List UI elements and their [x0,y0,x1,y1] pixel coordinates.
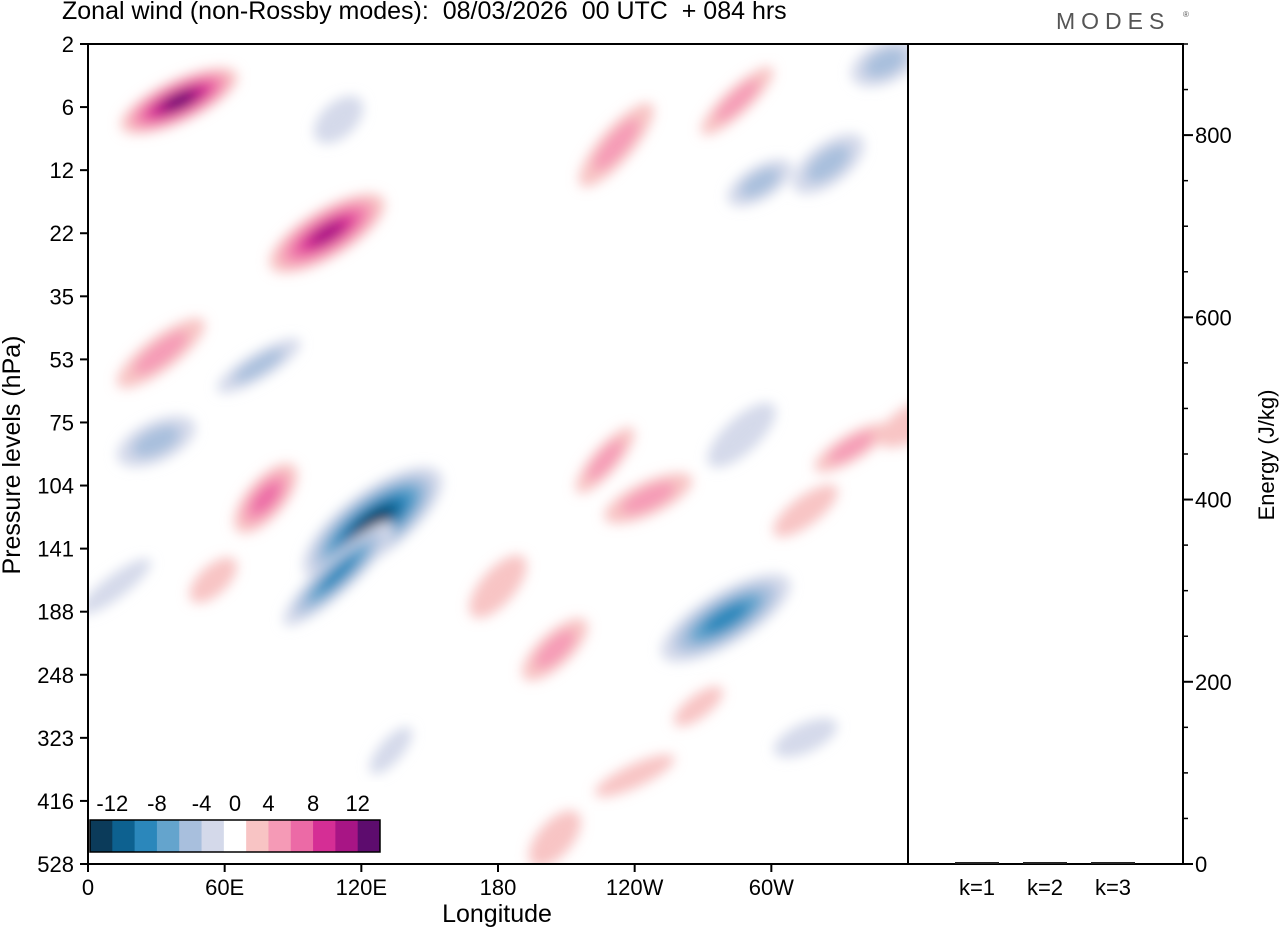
heatmap-feature [117,415,196,467]
colorbar-swatch [134,820,158,852]
y-tick-label: 22 [50,221,74,246]
energy-category-label: k=2 [1027,875,1063,900]
colorbar-label: -4 [192,791,212,816]
y-tick-label: 53 [50,347,74,372]
heatmap-feature [88,558,151,615]
y-tick-label: 188 [37,600,74,625]
heatmap-feature [707,402,776,468]
y-tick-label: 141 [37,537,74,562]
colorbar-label: 8 [307,791,319,816]
x-tick-label: 120W [606,875,664,900]
heatmap-feature [661,573,791,663]
colorbar-swatch [246,820,269,852]
energy-category-label: k=3 [1095,875,1131,900]
colorbar-swatch [313,820,336,852]
heatmap-feature [594,754,675,797]
energy-tick-label: 200 [1195,670,1232,695]
heatmap-feature [814,423,888,473]
heatmap-feature [773,718,838,758]
colorbar-swatch [112,820,136,852]
heatmap-feature [604,472,693,524]
colorbar-frame [89,819,381,853]
heatmap-feature [528,810,581,864]
chart-title: Zonal wind (non-Rossby modes): 08/03/202… [62,0,787,25]
y-tick-label: 528 [37,852,74,877]
heatmap-feature [233,463,298,534]
y-tick-label: 75 [50,410,74,435]
colorbar-swatch [357,820,381,852]
heatmap-feature [700,66,774,135]
energy-tick-label: 0 [1195,852,1207,877]
y-tick-label: 248 [37,663,74,688]
energy-bar [1091,862,1135,864]
heatmap-feature [120,67,238,134]
y-axis-label: Pressure levels (hPa) [0,336,26,575]
colorbar-swatch [268,820,292,852]
y-tick-label: 104 [37,474,74,499]
energy-axis-label: Energy (J/kg) [1254,390,1279,521]
y-tick-label: 12 [50,158,74,183]
colorbar-label: 12 [345,791,369,816]
energy-bar [1023,862,1067,864]
colorbar-swatch [179,820,203,852]
brand-logo: MODES [1056,8,1171,34]
heatmap-feature [575,427,635,494]
x-tick-label: 120E [336,875,387,900]
x-tick-label: 60W [749,875,794,900]
colorbar-swatch [90,820,113,852]
brand-registered-mark: ® [1183,10,1189,19]
heatmap-feature [578,102,654,187]
heatmap-feature [313,95,364,144]
heatmap-feature [369,726,413,775]
colorbar-label: -8 [147,791,167,816]
colorbar-label: -12 [96,791,128,816]
heatmap-feature [673,686,724,727]
heatmap-feature [792,133,865,194]
colorbar-swatch [290,820,314,852]
x-tick-label: 0 [82,875,94,900]
energy-tick-label: 600 [1195,305,1232,330]
heatmap-feature [851,44,908,87]
heatmap-axes: 0 60E 120E 180 120W 60W 2 6 12 22 35 53 75 104 141 188 2… [37,32,909,900]
heatmap-feature [469,554,527,619]
heatmap-feature [217,338,301,393]
heatmap-feature [773,484,838,537]
heatmap-feature [189,557,238,603]
colorbar-swatch [223,820,247,852]
x-tick-label: 180 [480,875,517,900]
energy-bar-panel: 0 200 400 600 800 k=1 k=2 k=3 [907,43,1232,900]
colorbar-label: 4 [262,791,274,816]
energy-tick-label: 800 [1195,123,1232,148]
energy-tick-label: 400 [1195,488,1232,513]
heatmap-feature [269,193,386,273]
colorbar: -12 -8 -4 0 4 8 12 [86,782,384,854]
colorbar-swatch [335,820,359,852]
heatmap-plot [88,44,908,864]
energy-category-label: k=1 [959,875,995,900]
heatmap-feature [878,397,908,448]
energy-bar [955,862,999,864]
heatmap-feature [116,318,206,389]
y-tick-label: 2 [62,32,74,57]
heatmap-feature [283,521,394,626]
colorbar-swatch [156,820,180,852]
heatmap-feature [521,618,588,681]
y-tick-label: 6 [62,95,74,120]
y-tick-label: 416 [37,789,74,814]
y-tick-label: 35 [50,284,74,309]
colorbar-label: 0 [229,791,241,816]
heatmap-feature [727,159,793,207]
x-tick-label: 60E [205,875,244,900]
x-axis-label: Longitude [442,900,552,928]
energy-panel-frame [907,43,1184,865]
colorbar-swatch [201,820,225,852]
y-tick-label: 323 [37,726,74,751]
